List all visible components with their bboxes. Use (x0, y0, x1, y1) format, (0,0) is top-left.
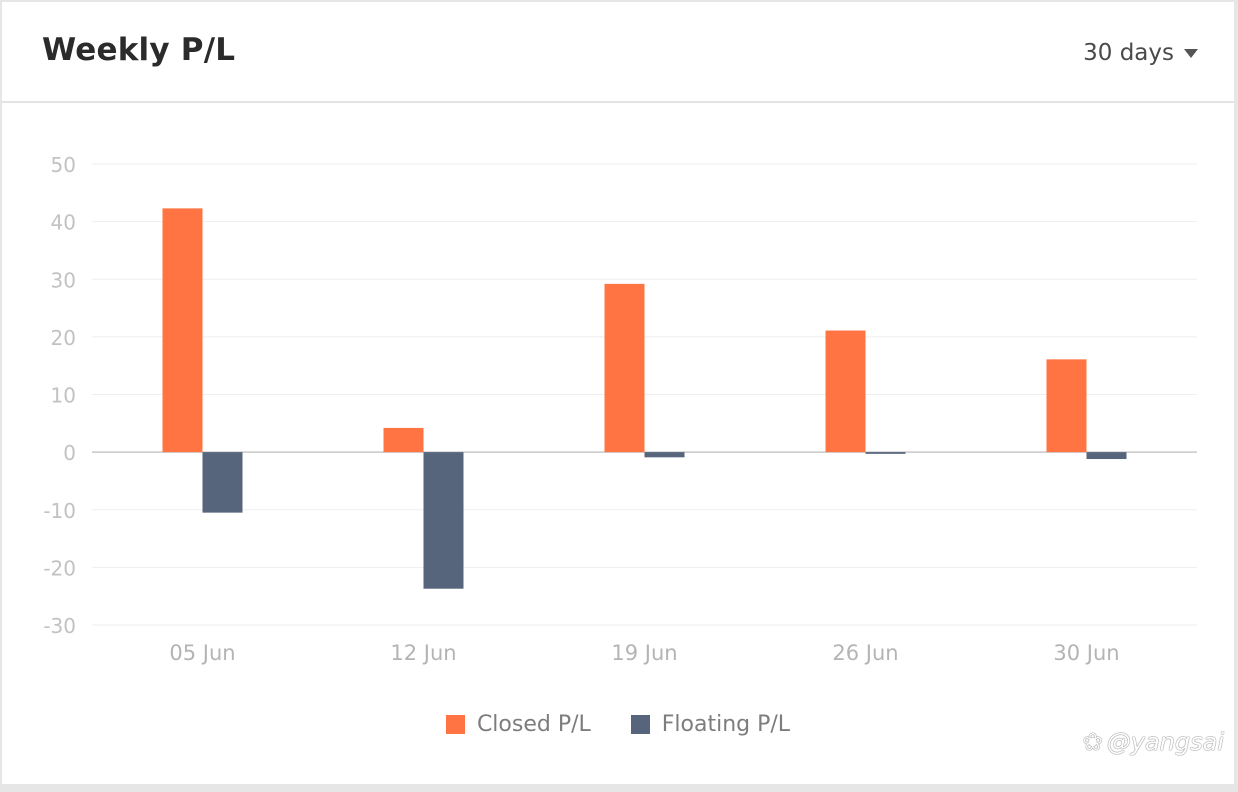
legend-label-floating: Floating P/L (661, 712, 791, 737)
bar-closed (162, 208, 203, 453)
bar-floating (644, 452, 685, 458)
bar-floating (865, 452, 906, 454)
legend-item-closed[interactable]: Closed P/L (445, 712, 591, 737)
bar-chart: 50 40 30 20 10 0 -10 -20 -30 05 Jun 12 Jun 19 Jun 26… (43, 153, 1197, 665)
x-tick-label: 05 Jun (169, 641, 235, 665)
y-tick-label: 50 (51, 153, 76, 177)
legend-label-closed: Closed P/L (476, 712, 591, 737)
y-tick-label: -10 (43, 499, 76, 523)
weibo-icon: ❀ (1082, 728, 1103, 756)
y-tick-label: 30 (51, 268, 76, 292)
y-tick-label: 20 (51, 326, 76, 350)
range-dropdown[interactable]: 30 days (1083, 40, 1198, 66)
bar-closed (383, 427, 424, 453)
x-tick-label: 26 Jun (832, 641, 898, 665)
bar-floating (202, 452, 243, 513)
x-tick-label: 12 Jun (390, 641, 456, 665)
card-title: Weekly P/L (42, 32, 236, 68)
legend-swatch-floating (630, 715, 650, 734)
y-tick-label: 10 (51, 384, 76, 408)
caret-down-icon (1184, 48, 1198, 58)
y-tick-label: 0 (63, 441, 76, 465)
y-tick-label: 40 (51, 211, 76, 235)
legend-item-floating[interactable]: Floating P/L (630, 712, 791, 737)
chart-legend: Closed P/L Floating P/L (2, 712, 1234, 737)
x-tick-label: 30 Jun (1053, 641, 1119, 665)
bar-closed (604, 283, 645, 453)
bar-closed (825, 330, 866, 453)
bar-closed (1046, 359, 1087, 453)
bar-floating (1086, 452, 1127, 460)
watermark-text: @yangsai (1106, 728, 1224, 756)
legend-swatch-closed (445, 715, 465, 734)
x-tick-label: 19 Jun (611, 641, 677, 665)
bar-floating (423, 452, 464, 589)
range-dropdown-label: 30 days (1083, 40, 1174, 66)
watermark: ❀ @yangsai (1083, 728, 1224, 756)
y-tick-label: -20 (43, 556, 76, 580)
card-header: Weekly P/L 30 days (2, 2, 1234, 103)
y-tick-label: -30 (43, 614, 76, 638)
